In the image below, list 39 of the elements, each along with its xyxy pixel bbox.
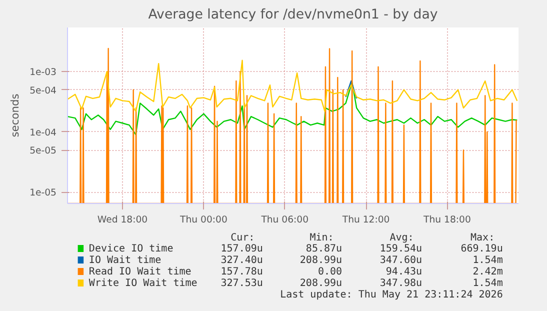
text: 94.43u xyxy=(386,266,422,278)
legend-label: Device IO time xyxy=(88,244,174,254)
text: Min: xyxy=(310,232,334,244)
text: 85.87u xyxy=(306,244,342,254)
text: 1.54m xyxy=(472,255,503,266)
legend-label: IO Wait time xyxy=(88,255,162,266)
text: 347.98u xyxy=(380,278,422,289)
y-tick-label: 1e-04 xyxy=(30,127,57,138)
text: 157.09u xyxy=(220,244,263,254)
x-tick-label: Wed 18:00 xyxy=(97,214,148,226)
x-tick-label: Thu 18:00 xyxy=(422,214,471,226)
text: 1.54m xyxy=(472,278,503,289)
y-tick-label: 1e-03 xyxy=(30,67,57,78)
text: 347.60u xyxy=(380,255,422,266)
text: 157.78u xyxy=(220,266,263,278)
chart-title: Average latency for /dev/nvme0n1 - by day xyxy=(148,8,438,22)
text: Last update: Thu May 21 23:11:24 2026 xyxy=(280,290,503,300)
y-tick-label: 5e-05 xyxy=(30,146,57,157)
y-axis-title: seconds xyxy=(8,93,22,138)
legend-label: Read IO Wait time xyxy=(88,266,192,278)
x-tick-label: Thu 00:00 xyxy=(179,214,228,226)
text: 2.42m xyxy=(472,266,503,278)
y-tick-label: 1e-05 xyxy=(30,188,57,199)
text: Cur: xyxy=(230,232,255,244)
line-series xyxy=(68,82,518,136)
x-tick-label: Thu 06:00 xyxy=(260,214,309,226)
text: 208.99u xyxy=(300,278,342,289)
text: 0.00 xyxy=(318,266,342,278)
text: Max: xyxy=(470,232,495,244)
y-tick-label: 5e-04 xyxy=(30,85,57,96)
legend-label: Write IO Wait time xyxy=(88,278,198,289)
text: 327.40u xyxy=(220,255,263,266)
line-series xyxy=(68,60,518,112)
text: 159.54u xyxy=(380,244,422,254)
x-tick-label: Thu 12:00 xyxy=(341,214,390,226)
text: 208.99u xyxy=(300,255,342,266)
text: 669.19u xyxy=(460,244,503,254)
text: Avg: xyxy=(390,232,414,244)
text: 327.53u xyxy=(220,278,263,289)
